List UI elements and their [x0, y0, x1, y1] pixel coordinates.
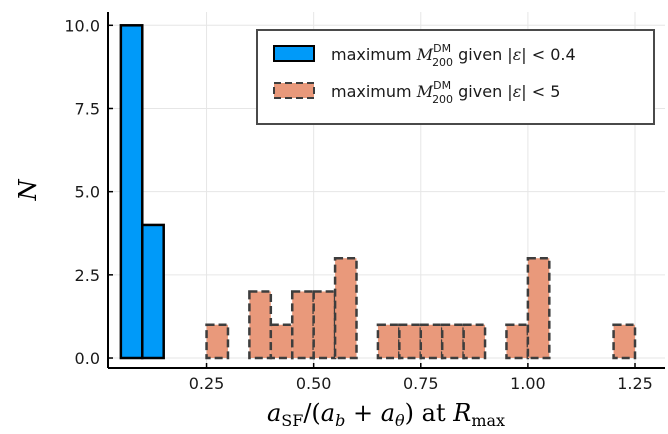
- bar-series-1-bin-12: [462, 323, 487, 360]
- bar-series-1-bin-5: [312, 290, 337, 360]
- bar-series-0-bin-1: [141, 223, 165, 360]
- bar-series-1-bin-2: [248, 290, 273, 360]
- y-tick-label-2: 5.0: [75, 183, 100, 202]
- y-tick-label-0: 0.0: [75, 349, 100, 368]
- y-axis-ticks: 0.0 2.5 5.0 7.5 10.0: [64, 16, 113, 368]
- bar-series-1-bin-0: [205, 323, 230, 360]
- x-tick-label-0: 0.25: [189, 374, 225, 393]
- x-tick-label-1: 0.50: [296, 374, 332, 393]
- y-tick-label-3: 7.5: [75, 99, 100, 118]
- bar-series-1-bin-19: [612, 323, 637, 360]
- x-tick-label-2: 0.75: [403, 374, 439, 393]
- bar-series-1-bin-10: [419, 323, 444, 360]
- bar-series-1-bin-11: [440, 323, 465, 360]
- legend-swatch-eps-5: [273, 82, 315, 99]
- y-axis-title: N: [14, 179, 42, 202]
- axes: [107, 12, 665, 369]
- y-tick-label-1: 2.5: [75, 266, 100, 285]
- bar-series-1-bin-8: [376, 323, 401, 360]
- x-tick-label-4: 1.25: [617, 374, 653, 393]
- legend-box: [256, 29, 655, 125]
- bar-series-1-bin-14: [505, 323, 530, 360]
- bar-series-1-bin-9: [398, 323, 423, 360]
- bar-series-1-bin-4: [290, 290, 315, 360]
- legend: maximum MDM 200 given |ε| < 0.4 maximum M…: [256, 29, 655, 125]
- y-tick-label-4: 10.0: [64, 16, 100, 35]
- x-axis-ticks: 0.25 0.50 0.75 1.00 1.25: [189, 363, 653, 393]
- bar-series-1-bin-3: [269, 323, 294, 360]
- legend-label-eps-0.4: maximum MDM 200 given |ε| < 0.4: [331, 42, 576, 69]
- bar-series-1-bin-15: [526, 256, 551, 360]
- bar-series-0-bin-0: [119, 24, 144, 360]
- x-tick-label-3: 1.00: [510, 374, 546, 393]
- legend-swatch-eps-0.4: [273, 45, 315, 62]
- histogram-bars: [119, 24, 637, 360]
- bar-series-1-bin-6: [333, 256, 358, 360]
- x-axis-title: aSF/(ab + aθ) at Rmax: [267, 399, 505, 430]
- legend-label-eps-5: maximum MDM 200 given |ε| < 5: [331, 79, 560, 106]
